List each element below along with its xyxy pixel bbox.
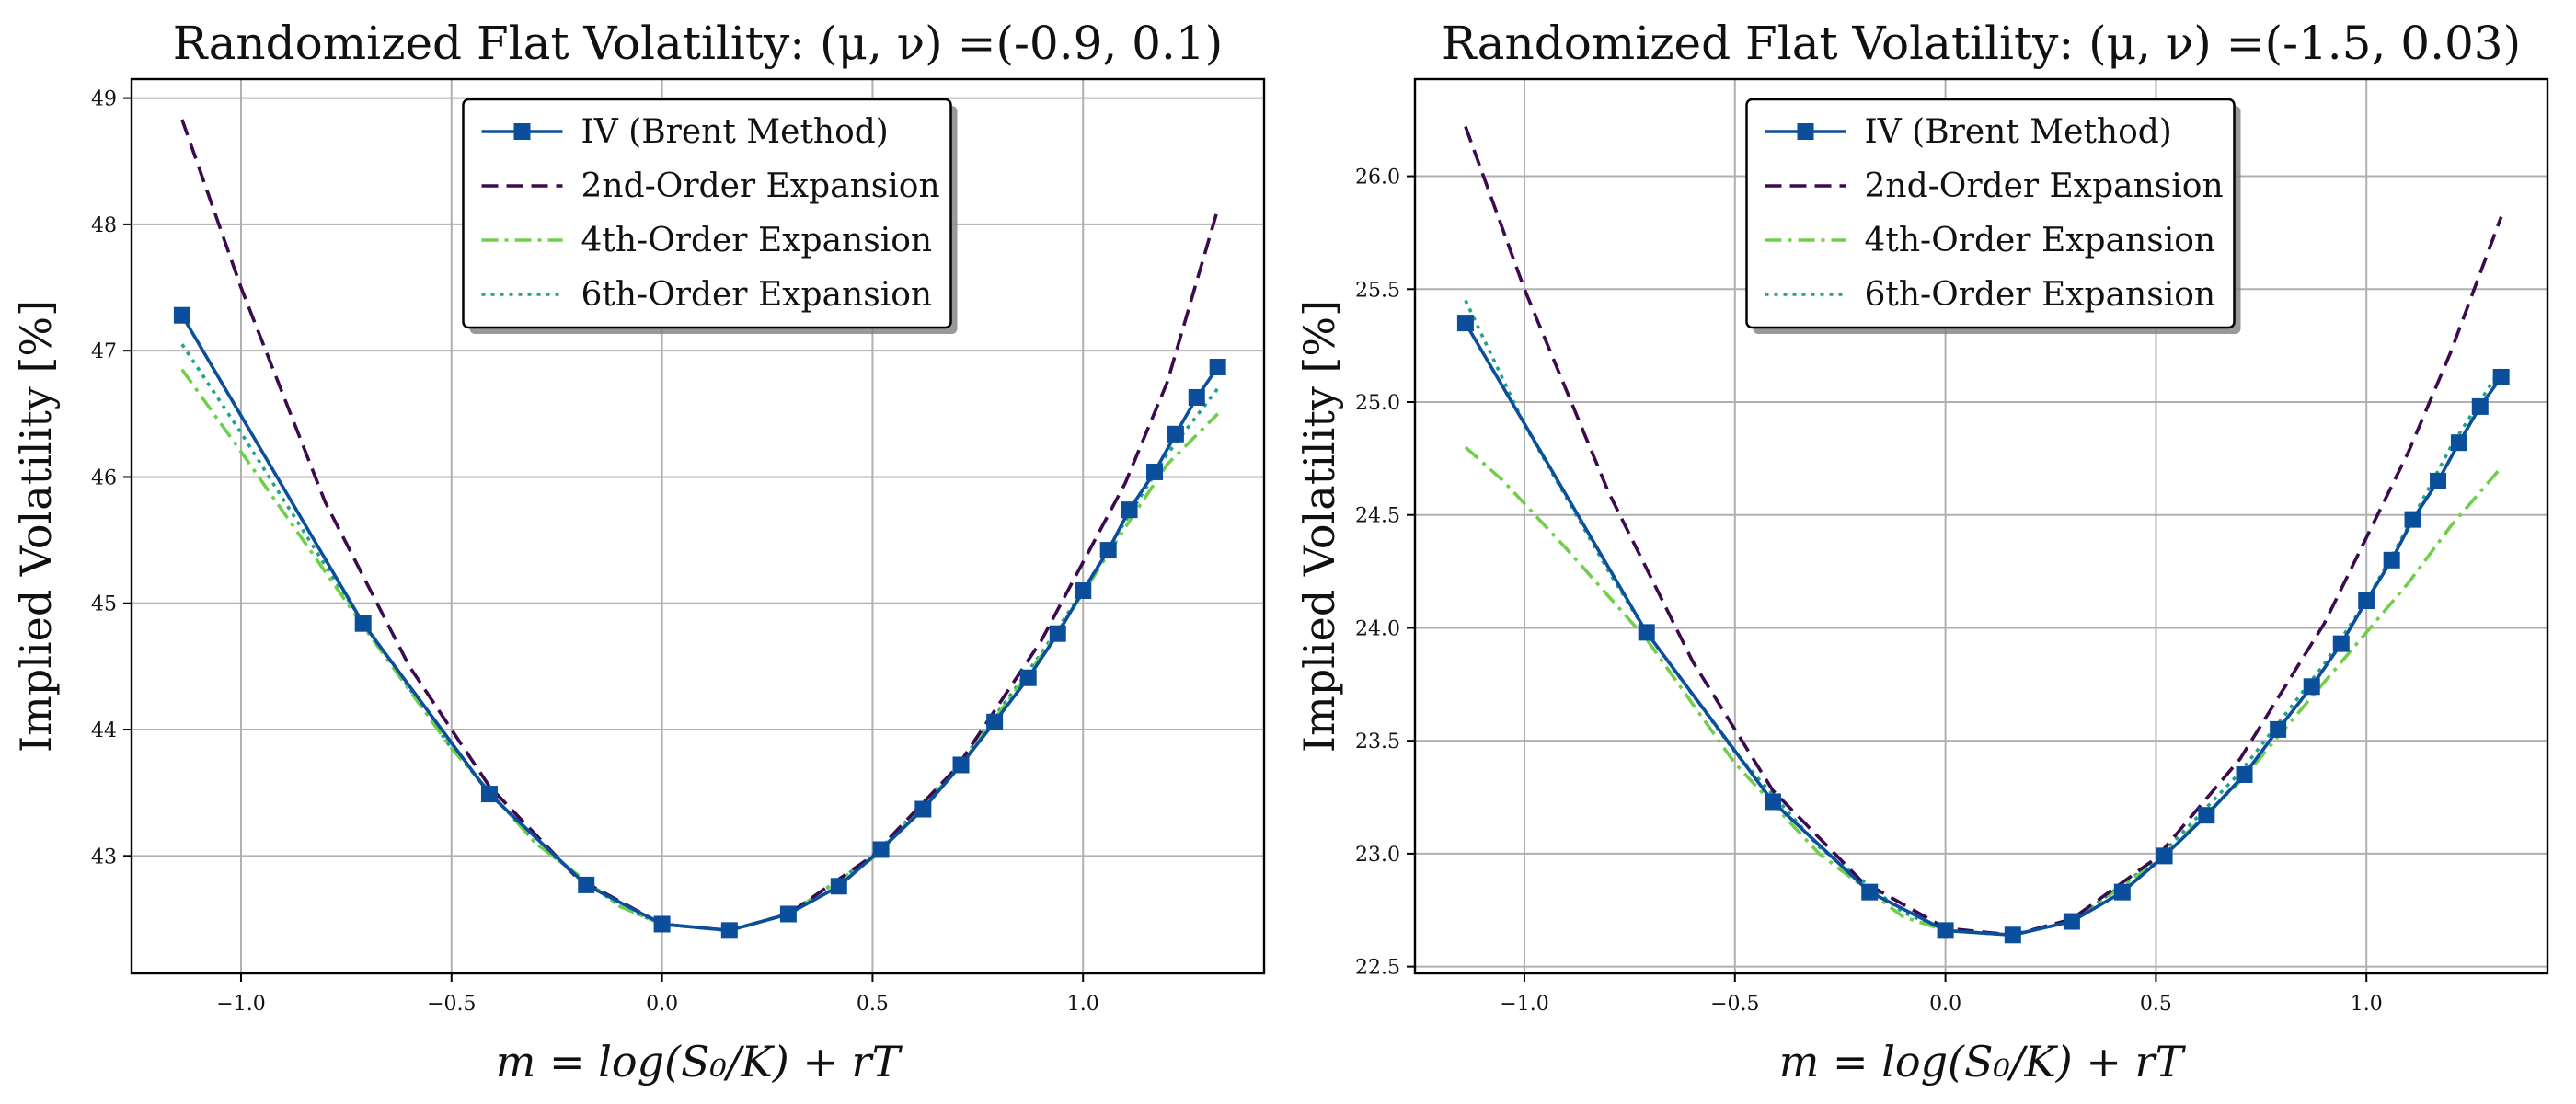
legend-entry-label: 6th-Order Expansion <box>1865 276 2216 314</box>
axes-frame <box>130 77 1266 975</box>
y-tick-label: 25.5 <box>1355 279 1400 302</box>
legend-entry-label: 4th-Order Expansion <box>1865 222 2216 259</box>
legend-entry-label: 6th-Order Expansion <box>581 276 933 314</box>
data-point-marker <box>872 841 890 858</box>
series-line-dotted <box>1464 299 2503 937</box>
x-tick-label: 1.0 <box>2351 993 2383 1016</box>
data-point-marker <box>830 878 847 895</box>
data-point-marker <box>173 306 190 324</box>
data-point-marker <box>1209 359 1226 376</box>
data-point-marker <box>2450 434 2467 452</box>
data-point-marker <box>2113 883 2131 901</box>
data-point-marker <box>1019 669 1037 686</box>
x-tick-label: 0.5 <box>2140 993 2172 1016</box>
data-point-marker <box>2303 678 2320 696</box>
data-point-marker <box>354 615 372 632</box>
y-axis-label: Implied Volatility [%] <box>11 300 61 753</box>
data-point-marker <box>1861 883 1879 901</box>
data-point-marker <box>1937 922 1954 939</box>
data-point-marker <box>2198 807 2215 824</box>
data-point-marker <box>1146 463 1164 480</box>
legend: IV (Brent Method) 2nd-Order Expansion 4th-… <box>462 98 958 334</box>
series-line-dashdot <box>1464 445 2503 937</box>
y-tick-label: 46 <box>91 466 117 489</box>
series-line-dashdot <box>180 368 1219 933</box>
y-tick-label: 45 <box>91 593 117 616</box>
data-point-marker <box>2492 369 2510 385</box>
y-tick-label: 26.0 <box>1355 167 1400 190</box>
x-tick-label: −1.0 <box>1500 993 1548 1016</box>
x-axis-label: m = log(S₀/K) + rT <box>496 1037 903 1087</box>
y-axis-label: Implied Volatility [%] <box>1294 300 1344 753</box>
x-tick-label: 0.0 <box>1929 993 1961 1016</box>
series-group <box>173 119 1226 939</box>
data-point-marker <box>2332 635 2350 652</box>
data-point-marker <box>1049 625 1066 642</box>
x-tick-label: −1.0 <box>216 993 265 1016</box>
data-point-marker <box>2430 472 2447 489</box>
legend-entry-label: 2nd-Order Expansion <box>1865 167 2224 205</box>
y-tick-label: 47 <box>91 340 117 363</box>
x-tick-label: −0.5 <box>1710 993 1759 1016</box>
chart-title: Randomized Flat Volatility: (μ, ν) =(-1.… <box>1442 17 2521 70</box>
data-point-marker <box>779 905 797 923</box>
legend-entry-label: IV (Brent Method) <box>1865 113 2172 151</box>
x-tick-label: 0.5 <box>857 993 889 1016</box>
series-line-solid-square-markers <box>180 314 1220 933</box>
y-tick-label: 44 <box>91 719 117 742</box>
data-point-marker <box>2383 551 2400 569</box>
data-point-marker <box>480 786 498 803</box>
data-point-marker <box>986 713 1004 730</box>
legend-marker <box>513 123 531 140</box>
legend: IV (Brent Method) 2nd-Order Expansion 4th-… <box>1745 98 2241 334</box>
y-tick-label: 25.0 <box>1355 392 1400 415</box>
data-point-marker <box>2004 926 2021 944</box>
legend-box <box>1745 98 2236 329</box>
y-tick-label: 48 <box>91 214 117 237</box>
x-tick-label: 1.0 <box>1067 993 1099 1016</box>
legend-entry-label: 2nd-Order Expansion <box>581 167 940 205</box>
data-point-marker <box>1764 793 1781 811</box>
data-point-marker <box>2156 847 2173 865</box>
x-tick-label: 0.0 <box>646 993 678 1016</box>
legend-box <box>462 98 952 329</box>
data-point-marker <box>1099 542 1117 559</box>
data-point-marker <box>578 876 595 893</box>
axes-frame <box>1413 77 2549 975</box>
data-point-marker <box>2404 511 2421 528</box>
legend-marker <box>1797 123 1814 140</box>
y-tick-label: 23.0 <box>1355 844 1400 867</box>
y-tick-label: 49 <box>91 88 117 111</box>
legend-entry-label: IV (Brent Method) <box>581 113 889 151</box>
data-point-marker <box>1456 315 1474 332</box>
chart-right: −1.0 −0.5 0.0 0.5 1.0 22.5 23.0 23.5 24.0 24.5 25.… <box>1294 17 2549 1087</box>
data-point-marker <box>2063 913 2080 930</box>
data-point-marker <box>653 915 671 933</box>
y-tick-label: 23.5 <box>1355 730 1400 753</box>
legend-entry-label: 4th-Order Expansion <box>581 222 933 259</box>
data-point-marker <box>1167 425 1184 443</box>
y-tick-label: 24.0 <box>1355 617 1400 640</box>
x-axis-label: m = log(S₀/K) + rT <box>1779 1037 2187 1087</box>
data-point-marker <box>1188 388 1205 406</box>
series-group <box>1456 125 2510 944</box>
data-point-marker <box>1638 624 1655 641</box>
series-line-solid-square-markers <box>1464 322 2503 937</box>
data-point-marker <box>2270 720 2287 738</box>
y-tick-label: 24.5 <box>1355 505 1400 528</box>
data-point-marker <box>1121 501 1138 519</box>
chart-left: −1.0 −0.5 0.0 0.5 1.0 43 44 45 46 47 48 49 Randomize… <box>11 17 1266 1087</box>
y-tick-label: 43 <box>91 845 117 868</box>
data-point-marker <box>1075 582 1092 600</box>
y-tick-label: 22.5 <box>1355 957 1400 980</box>
data-point-marker <box>2358 592 2375 609</box>
data-point-marker <box>2471 397 2489 415</box>
x-tick-label: −0.5 <box>427 993 476 1016</box>
data-point-marker <box>952 756 970 774</box>
data-point-marker <box>720 922 738 939</box>
data-point-marker <box>914 800 932 818</box>
data-point-marker <box>2236 766 2253 783</box>
chart-title: Randomized Flat Volatility: (μ, ν) =(-0.… <box>173 17 1223 70</box>
